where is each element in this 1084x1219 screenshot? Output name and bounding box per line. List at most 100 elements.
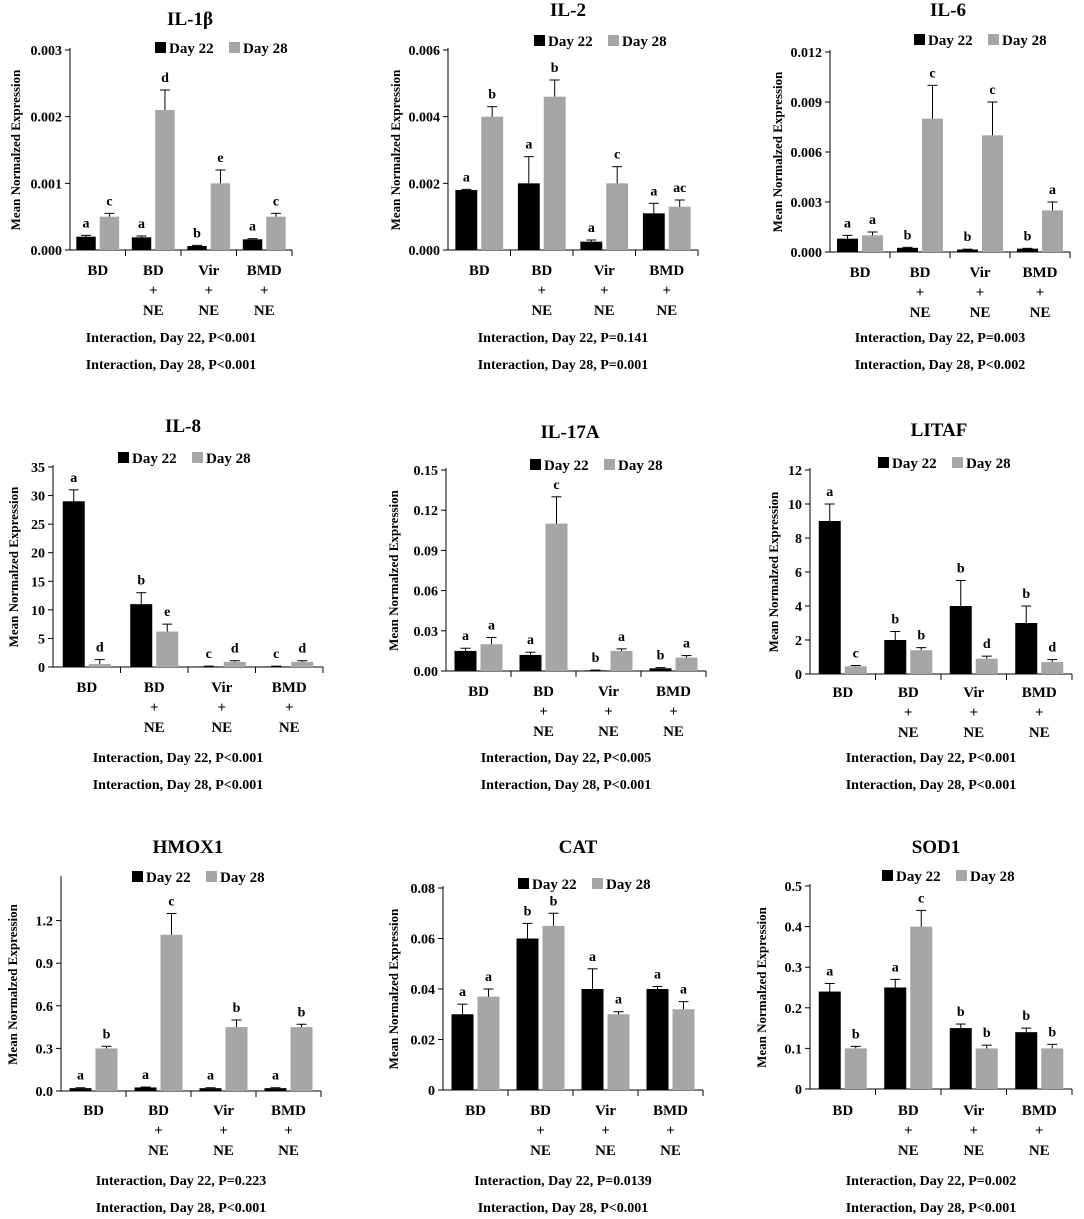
bar-day28 [668,206,691,250]
y-tick-label: 0.04 [411,983,436,998]
legend-label-day28: Day 28 [606,877,651,893]
legend: Day 22 Day 28 [518,877,651,893]
significance-letter: c [168,895,174,910]
x-category-label: BD [530,1103,551,1119]
x-category-label: NE [254,303,275,319]
x-category-label: + [260,283,269,299]
x-category-label: + [285,700,294,716]
x-category-label: NE [213,1143,234,1159]
bar-day28 [95,1048,118,1091]
y-tick-label: 2 [795,634,802,649]
interaction-stat-day28: Interaction, Day 28, P<0.001 [846,1201,1017,1216]
significance-letter: e [217,151,223,166]
y-tick-label: 0 [795,668,802,683]
x-category-label: NE [144,720,165,736]
bar-day22 [76,236,96,250]
significance-letter: a [462,629,469,644]
x-category-label: + [284,1123,293,1139]
bar-day22 [818,991,841,1089]
legend-label-day28: Day 28 [206,451,251,467]
bar-day28 [545,523,568,671]
bar-day22 [1015,1032,1038,1089]
significance-letter: a [650,184,657,199]
x-category-label: BD [832,1103,853,1119]
significance-letter: a [488,619,495,634]
bar-day28 [675,657,698,671]
y-tick-label: 0.000 [31,244,63,259]
x-category-label: NE [663,724,684,740]
significance-letter: a [615,993,622,1008]
x-category-label: + [662,283,671,299]
y-tick-label: 0.006 [791,146,823,161]
significance-letter: b [103,1027,111,1042]
significance-letter: b [1048,1025,1056,1040]
significance-letter: b [1022,1009,1030,1024]
bar-day22 [884,640,907,674]
legend-label-day22: Day 22 [548,34,593,50]
bar-day22 [1015,623,1038,674]
interaction-stat-day22: Interaction, Day 22, P=0.002 [846,1174,1017,1189]
bar-day28 [606,183,629,250]
significance-letter: b [983,1026,991,1041]
bar-day22 [197,666,220,668]
bar-day28 [291,661,314,667]
y-tick-label: 30 [31,490,45,505]
bar-day28 [922,118,943,253]
y-tick-label: 0 [428,1084,435,1099]
bar-day28 [210,183,231,250]
significance-letter: a [207,1069,214,1084]
legend-label-day22: Day 22 [928,33,973,49]
significance-letter: b [298,1005,306,1020]
bar-day28 [266,216,286,250]
x-category-label: BD [468,684,489,700]
y-tick-label: 0.09 [414,544,439,559]
x-category-label: + [217,700,226,716]
x-category-label: BD [83,1103,104,1119]
bar-day22 [517,183,540,250]
legend-label-day28: Day 28 [220,870,265,886]
significance-letter: a [525,138,532,153]
x-category-label: NE [598,724,619,740]
x-category-label: BD [465,1103,486,1119]
significance-letter: c [273,647,279,662]
y-tick-label: 10 [788,498,802,513]
significance-letter: a [249,220,256,235]
y-tick-label: 0.6 [36,1000,54,1015]
y-axis-label: Mean Normalzed Expression [8,69,23,231]
significance-letter: b [964,230,972,245]
legend-swatch-day28 [229,42,240,53]
y-tick-label: 0.002 [31,111,63,126]
legend-label-day22: Day 22 [896,869,941,885]
bar-day28 [844,1048,867,1089]
legend-label-day22: Day 22 [544,458,589,474]
y-axis-label: Mean Normalzed Expression [754,906,769,1068]
y-tick-label: 1.2 [36,915,54,930]
bar-day22 [949,1028,972,1089]
legend-label-day28: Day 28 [966,456,1011,472]
interaction-stat-day22: Interaction, Day 22, P<0.001 [86,331,257,346]
y-tick-label: 0.1 [785,1042,803,1057]
y-tick-label: 0.009 [791,96,823,111]
y-tick-label: 20 [31,547,45,562]
legend: Day 22 Day 28 [878,456,1011,472]
legend: Day 22 Day 28 [534,34,667,50]
legend-swatch-day22 [530,459,541,470]
significance-letter: b [193,226,201,241]
x-category-label: NE [898,725,919,741]
interaction-stat-day22: Interaction, Day 22, P=0.0139 [474,1174,652,1189]
significance-letter: c [853,647,859,662]
legend-label-day28: Day 28 [622,34,667,50]
x-category-label: BMD [271,1103,306,1119]
y-tick-label: 0.00 [414,665,439,680]
x-category-label: Vir [963,685,984,701]
significance-letter: b [1024,229,1032,244]
x-category-label: + [969,1123,978,1139]
significance-letter: a [869,213,876,228]
y-tick-label: 0.9 [36,957,54,972]
y-axis-label: Mean Normalzed Expression [388,69,403,231]
chart-panel-9: SOD1 Day 22 Day 28 Mean Normalzed Expressio… [754,837,1073,1216]
x-category-label: NE [278,1143,299,1159]
bar-day22 [516,938,539,1090]
bar-day22 [519,654,542,671]
significance-letter: b [852,1027,860,1042]
